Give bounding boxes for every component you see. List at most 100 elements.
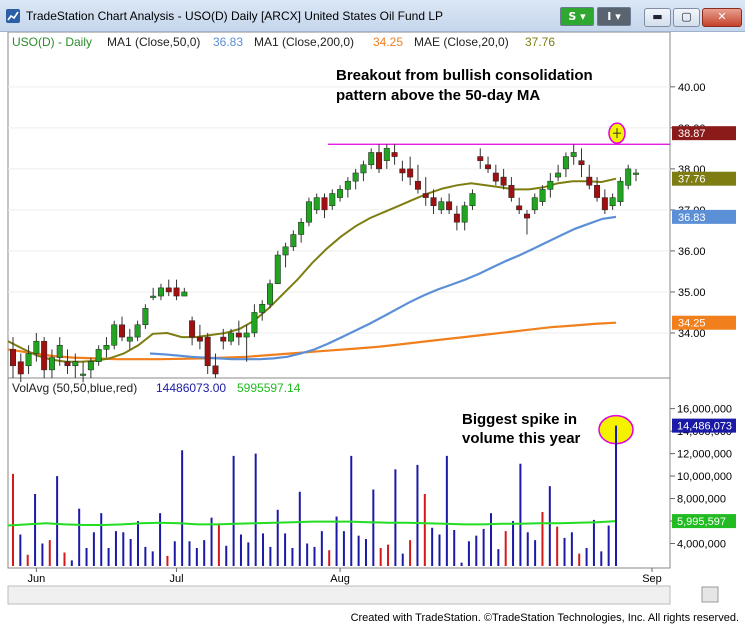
price-value-badge	[672, 209, 736, 224]
candle-body	[500, 176, 507, 186]
candle-body	[165, 287, 172, 293]
legend-symbol: USO(D) - Daily	[12, 35, 92, 49]
x-tick-label: Jul	[170, 573, 184, 585]
candle-body	[508, 185, 515, 198]
candle-body	[438, 201, 445, 211]
price-value-badge	[672, 315, 736, 330]
legend-ma200-value: 34.25	[373, 35, 403, 49]
indicator-i-label: I	[607, 10, 612, 23]
candle-body	[33, 340, 40, 354]
candle-body	[150, 295, 157, 298]
price-value-badge-text: 36.83	[678, 212, 706, 224]
candle-body	[422, 193, 429, 198]
candle-body	[212, 365, 219, 375]
footer-copyright: Created with TradeStation. ©TradeStation…	[350, 612, 739, 624]
candle-body	[17, 361, 24, 375]
candle-body	[594, 185, 601, 198]
price-value-badge-text: 37.76	[678, 174, 706, 186]
candle-body	[111, 324, 118, 346]
minimize-button[interactable]: ▬	[644, 8, 671, 27]
candle-body	[368, 152, 375, 166]
volume-annotation-line2: volume this year	[462, 430, 581, 447]
candle-body	[48, 357, 55, 371]
candle-body	[126, 336, 133, 342]
candle-body	[298, 221, 305, 235]
maximize-icon: ▢	[681, 10, 692, 23]
candle-body	[485, 164, 492, 170]
legend-ma50-value: 36.83	[213, 35, 243, 49]
candle-body	[329, 193, 336, 207]
candle-body	[235, 332, 242, 338]
strategy-s-label: S	[568, 10, 577, 23]
candle-body	[477, 156, 484, 161]
mae-line	[7, 177, 617, 363]
horizontal-scrollbar[interactable]	[7, 585, 671, 605]
candle-body	[625, 168, 632, 186]
volavg-line	[7, 520, 617, 527]
volume-tick-label: 4,000,000	[677, 539, 726, 551]
value-badges: 38.87 37.76 36.83 34.25 14,486,073 5,995,597	[672, 126, 736, 529]
candle-body	[173, 287, 180, 297]
candle-body	[391, 152, 398, 157]
candle-body	[321, 197, 328, 211]
volume-value-badge	[672, 514, 736, 529]
strategy-s-button[interactable]: S ▾	[560, 7, 594, 26]
price-panel[interactable]	[7, 31, 671, 379]
indicator-i-button[interactable]: I ▾	[597, 7, 631, 26]
minimize-icon: ▬	[652, 10, 663, 23]
close-button[interactable]: ✕	[702, 8, 742, 27]
tradestation-app-icon	[6, 9, 20, 23]
legend-volume-label: VolAvg (50,50,blue,red)	[12, 381, 137, 395]
candle-body	[274, 254, 281, 284]
volume-annotation-line1: Biggest spike in	[462, 411, 577, 428]
candle-body	[586, 176, 593, 186]
scroll-thumb[interactable]	[701, 586, 719, 603]
candle-body	[259, 304, 266, 313]
candle-body	[80, 373, 87, 376]
candle-body	[399, 168, 406, 174]
candle-body	[290, 234, 297, 248]
price-marks	[7, 122, 670, 383]
volume-panel[interactable]	[7, 377, 671, 569]
candle-body	[25, 353, 32, 367]
candle-body	[492, 172, 499, 182]
x-tick-label: Sep	[642, 573, 662, 585]
chart-canvas[interactable]: 40.0039.0038.0037.0036.0035.0034.0016,00…	[0, 31, 745, 612]
maximize-button[interactable]: ▢	[673, 8, 700, 27]
candle-body	[10, 349, 16, 367]
candle-body	[243, 332, 250, 338]
candle-body	[516, 205, 523, 211]
candle-body	[251, 312, 258, 334]
volume-tick-label: 16,000,000	[677, 404, 732, 416]
candle-body	[204, 336, 211, 367]
price-value-badge	[672, 171, 736, 186]
candle-body	[228, 332, 235, 342]
candle-body	[617, 180, 624, 202]
price-tick-label: 35.00	[678, 287, 706, 299]
candle-body	[539, 189, 546, 202]
candle-body	[41, 340, 48, 371]
candle-body	[407, 168, 414, 178]
price-value-badge	[672, 126, 736, 141]
price-tick-label: 36.00	[678, 246, 706, 258]
x-tick-label: Jun	[27, 573, 45, 585]
candle-body	[267, 283, 273, 305]
volume-tick-label: 12,000,000	[677, 449, 732, 461]
chart-area: 40.0039.0038.0037.0036.0035.0034.0016,00…	[0, 31, 745, 627]
candle-body	[633, 172, 639, 175]
candle-body	[547, 180, 554, 190]
legend-volavg-value: 5995597.14	[237, 381, 301, 395]
price-tick-label: 40.00	[678, 82, 706, 94]
candle-body	[461, 205, 468, 223]
candle-body	[56, 345, 63, 358]
volume-tick-label: 8,000,000	[677, 494, 726, 506]
candle-body	[601, 197, 608, 211]
candle-body	[562, 156, 569, 170]
legend-ma200-label: MA1 (Close,200,0)	[254, 35, 354, 49]
candle-body	[103, 345, 110, 350]
price-value-badge-text: 34.25	[678, 318, 706, 330]
x-tick-label: Aug	[330, 573, 350, 585]
footer: Created with TradeStation. ©TradeStation…	[0, 612, 745, 627]
candle-body	[337, 189, 344, 198]
candle-body	[72, 361, 79, 367]
